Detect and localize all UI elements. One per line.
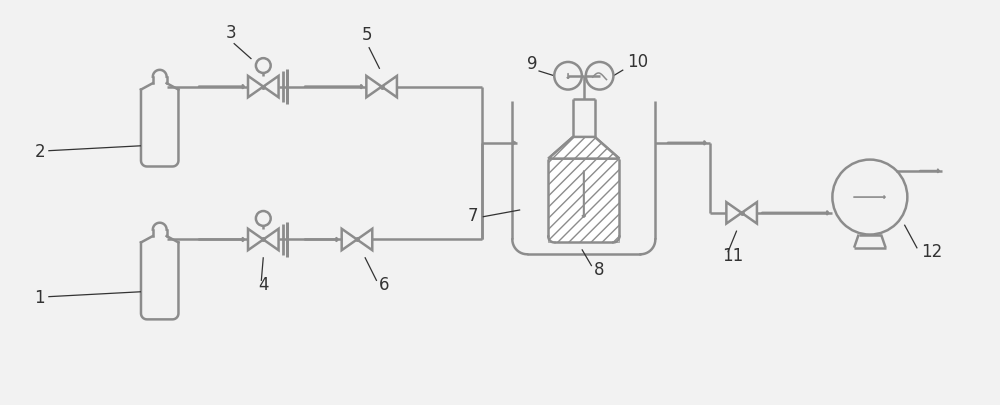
Text: 8: 8 <box>594 260 604 278</box>
Text: 3: 3 <box>226 24 236 42</box>
Text: 7: 7 <box>468 206 478 224</box>
Text: 10: 10 <box>627 53 648 71</box>
Text: 4: 4 <box>258 275 269 293</box>
Text: 5: 5 <box>362 26 372 44</box>
Text: 9: 9 <box>527 55 537 72</box>
Text: 6: 6 <box>379 275 389 293</box>
Text: 12: 12 <box>921 243 942 260</box>
Text: 11: 11 <box>722 247 743 264</box>
Text: 1: 1 <box>34 288 45 306</box>
Bar <box>548 159 619 243</box>
Polygon shape <box>548 138 619 159</box>
Text: 2: 2 <box>34 142 45 160</box>
